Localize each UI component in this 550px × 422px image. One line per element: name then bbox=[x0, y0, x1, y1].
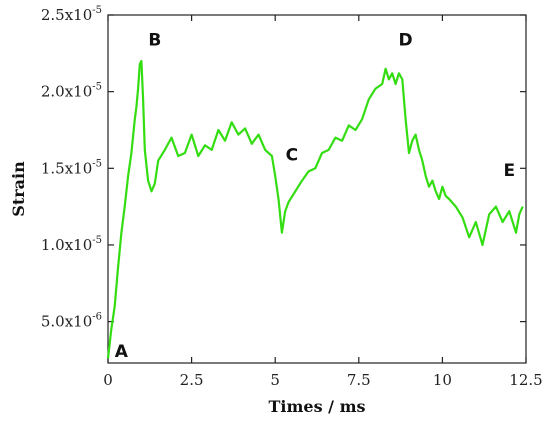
annotation-e: E bbox=[503, 161, 515, 181]
y-tick-label: 2.0x10-5 bbox=[41, 82, 102, 101]
y-tick-label: 1.5x10-5 bbox=[41, 158, 102, 177]
series-layer bbox=[106, 59, 524, 359]
x-tick-label: 0 bbox=[103, 371, 113, 389]
annotation-c: C bbox=[286, 146, 298, 166]
x-tick-label: 12.5 bbox=[509, 371, 542, 389]
point-annotations: A B C D E bbox=[115, 31, 515, 362]
annotation-d: D bbox=[399, 31, 413, 51]
x-axis-title: Times / ms bbox=[268, 397, 365, 416]
y-tick-label: 5.0x10-6 bbox=[41, 312, 102, 331]
y-tick-label: 1.0x10-5 bbox=[41, 235, 102, 254]
plot-frame bbox=[107, 14, 527, 364]
x-tick-label: 5 bbox=[270, 371, 280, 389]
x-tick-label: 10 bbox=[433, 371, 452, 389]
x-tick-label: 7.5 bbox=[347, 371, 371, 389]
annotation-b: B bbox=[148, 31, 161, 51]
strain-series-line bbox=[106, 59, 524, 359]
x-tick-label: 2.5 bbox=[180, 371, 204, 389]
annotation-a: A bbox=[115, 342, 129, 362]
y-tick-label: 2.5x10-5 bbox=[41, 5, 102, 24]
y-axis-title: Strain bbox=[9, 161, 28, 217]
axis-tick-labels: 0 2.5 5 7.5 10 12.5 5.0x10-6 1.0x10-5 1.5x10-5 2.… bbox=[41, 5, 543, 389]
